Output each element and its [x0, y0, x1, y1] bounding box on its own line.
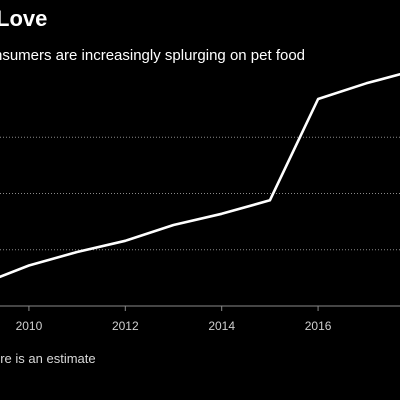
x-tick-label: 2012	[112, 319, 139, 333]
chart-subtitle: nsumers are increasingly splurging on pe…	[0, 47, 306, 64]
chart-title: Love	[0, 6, 48, 31]
gridlines	[0, 136, 400, 251]
x-axis: 2010 2012 2014 2016	[0, 305, 400, 333]
x-tick-label: 2014	[208, 319, 235, 333]
chart-footnote: ure is an estimate	[0, 351, 96, 366]
x-tick-label: 2016	[305, 319, 332, 333]
series-layer	[0, 73, 400, 279]
x-tick-label: 2010	[16, 319, 43, 333]
series-line	[0, 73, 400, 279]
